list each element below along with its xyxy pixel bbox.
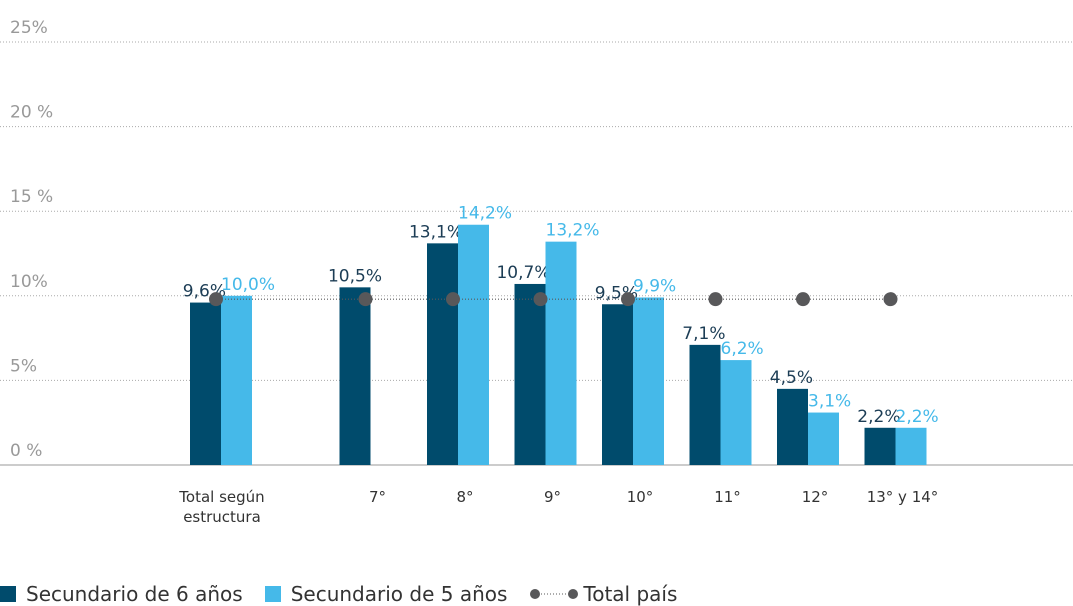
x-tick-label: 7° xyxy=(368,488,387,506)
value-label: 13,1% xyxy=(409,222,463,242)
y-tick-label: 20 % xyxy=(10,103,53,123)
legend-dot xyxy=(568,589,579,599)
x-tick-label: 9° xyxy=(543,488,562,506)
bar xyxy=(777,388,808,465)
bar xyxy=(339,287,371,465)
bar xyxy=(221,295,252,465)
line-point xyxy=(446,292,460,307)
legend-label: Secundario de 6 años xyxy=(26,582,243,606)
value-label: 9,9% xyxy=(633,276,676,296)
x-tick-label: 10° xyxy=(626,488,654,506)
x-tick-label: 8° xyxy=(456,488,474,506)
legend: Secundario de 6 años Secundario de 5 años… xyxy=(0,582,677,606)
legend-item: Total país xyxy=(529,582,677,606)
line-point xyxy=(621,292,635,307)
legend-swatch xyxy=(530,589,579,599)
legend-swatch xyxy=(264,586,281,602)
line-point xyxy=(358,292,373,307)
y-tick-label: 5% xyxy=(10,356,37,376)
bar xyxy=(514,283,546,465)
bar xyxy=(808,412,839,465)
x-tick-label: Total según estructura xyxy=(179,488,265,526)
value-label: 7,1% xyxy=(682,324,725,344)
x-tick-label: 11° xyxy=(714,488,741,506)
value-label: 13,2% xyxy=(546,221,600,241)
value-label: 4,5% xyxy=(770,368,813,388)
bar xyxy=(864,427,896,465)
y-tick-label: 0 % xyxy=(10,441,42,461)
bar xyxy=(720,360,752,465)
x-tick-label: 13° y 14° xyxy=(866,488,939,506)
value-label: 10,5% xyxy=(328,266,382,286)
line-point xyxy=(209,292,223,307)
line-point xyxy=(796,292,810,307)
legend-label: Secundario de 5 años xyxy=(290,582,508,606)
bar xyxy=(895,427,927,465)
legend-dot xyxy=(530,589,541,599)
bar xyxy=(545,241,577,465)
bar xyxy=(190,302,221,465)
value-label: 6,2% xyxy=(721,339,764,359)
y-tick-label: 15 % xyxy=(10,187,53,207)
y-tick-label: 25% xyxy=(10,18,48,38)
line-point xyxy=(708,292,723,307)
bar xyxy=(602,304,633,465)
legend-item: Secundario de 5 años xyxy=(264,582,508,606)
value-label: 2,2% xyxy=(896,407,939,427)
value-label: 10,0% xyxy=(221,275,275,295)
line-point xyxy=(883,292,898,307)
y-tick-label: 10% xyxy=(10,272,48,292)
bar xyxy=(458,224,489,465)
legend-label: Total país xyxy=(583,582,678,606)
x-tick-label: 12° xyxy=(801,488,829,506)
value-label: 14,2% xyxy=(458,204,512,224)
bar xyxy=(689,344,721,465)
value-label: 3,1% xyxy=(808,392,851,412)
bar xyxy=(427,243,458,465)
plot: 0 %5%10%15 %20 %25%9,6%10,5%13,1%10,7%9,… xyxy=(0,18,1073,466)
value-label: 10,7% xyxy=(496,263,550,283)
bar xyxy=(633,297,664,465)
value-label: 2,2% xyxy=(857,407,900,427)
legend-swatch xyxy=(0,586,16,602)
line-point xyxy=(533,292,548,307)
legend-item: Secundario de 6 años xyxy=(0,582,243,606)
